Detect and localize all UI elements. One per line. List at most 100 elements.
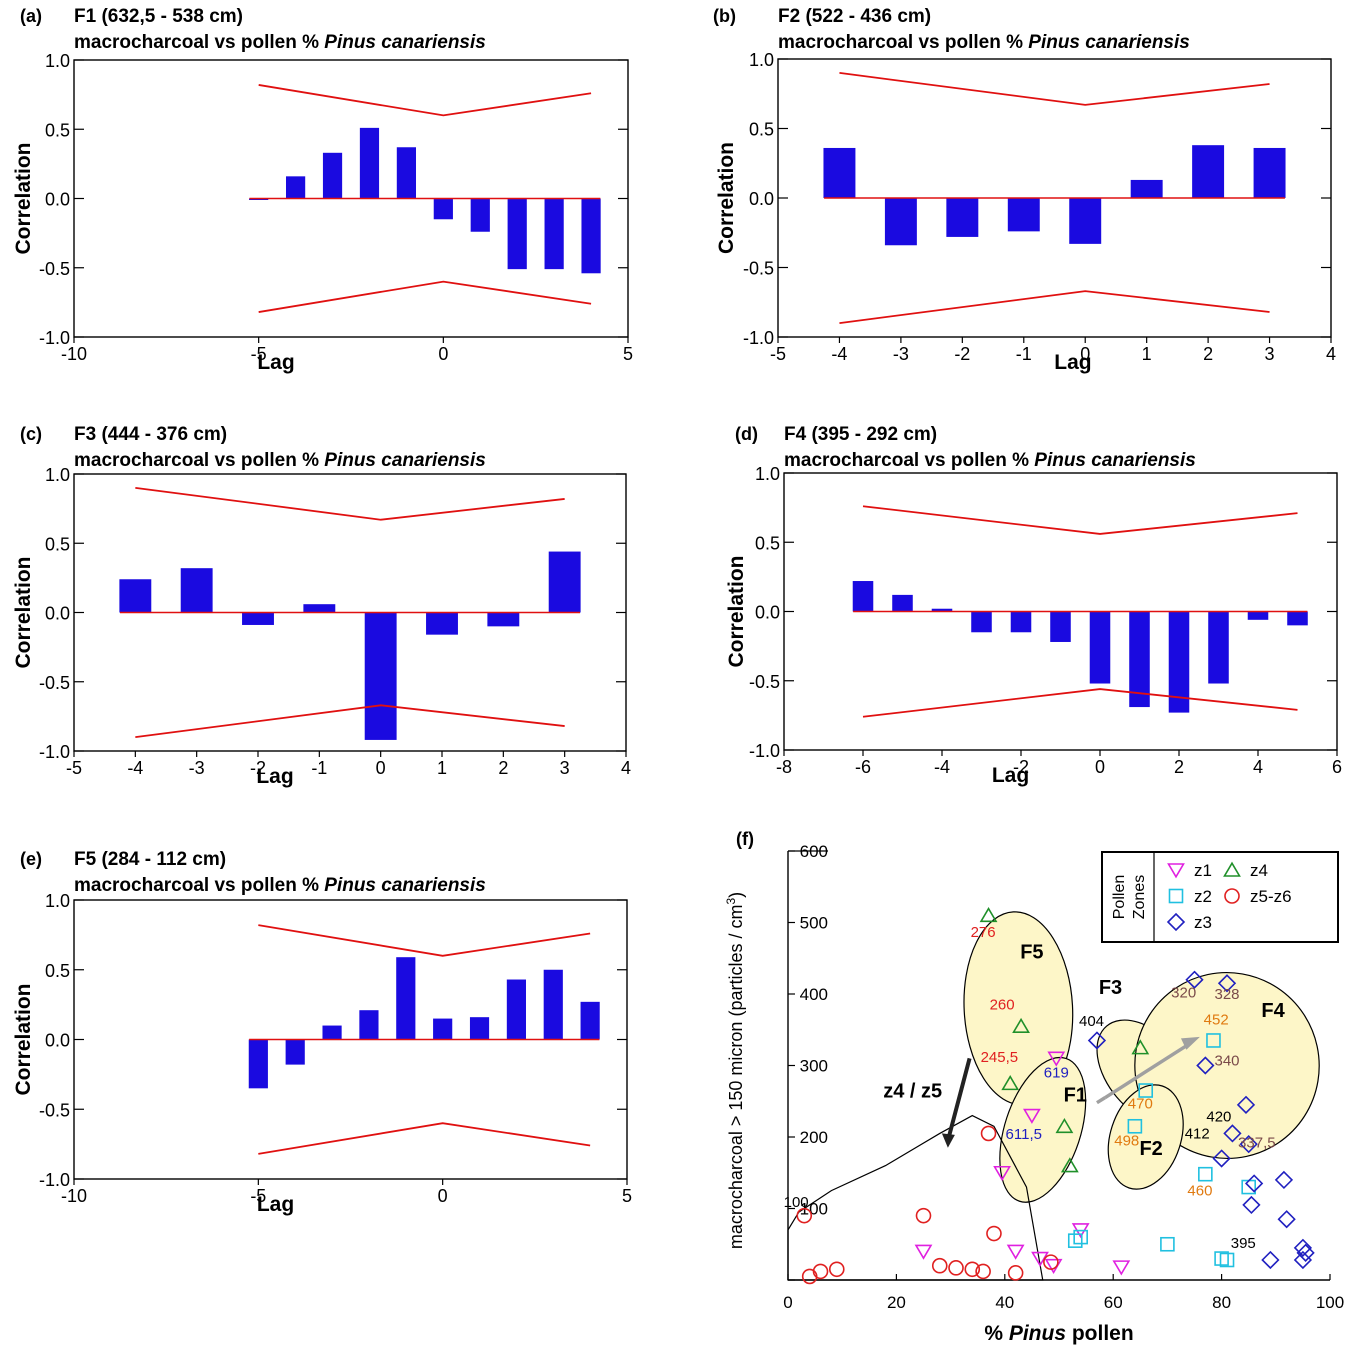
x-tick-label: 0 <box>438 1186 448 1206</box>
trend-arrow-head <box>941 1133 955 1148</box>
point-annotation: 460 <box>1187 1183 1212 1200</box>
subtitle-species: Pinus canariensis <box>1034 450 1196 471</box>
zone-label: F5 <box>1020 941 1043 963</box>
data-point-z1 <box>1047 1051 1066 1067</box>
x-tick-label: -10 <box>61 1186 87 1206</box>
bar <box>1247 611 1269 620</box>
bar <box>180 568 213 613</box>
y-tick-label: 0.0 <box>749 189 774 209</box>
x-tick-label: 0 <box>438 344 448 364</box>
zone-ellipse <box>1107 1084 1184 1190</box>
bar <box>426 612 458 635</box>
data-point-z5-z6 <box>980 1125 997 1142</box>
y-tick-label: 1.0 <box>45 891 70 911</box>
data-point-z5-z6 <box>931 1257 948 1274</box>
data-point-z2 <box>1219 1252 1235 1268</box>
y-tick-label: 0.0 <box>755 603 780 623</box>
data-point-z3 <box>1293 1238 1313 1257</box>
zone-label: F4 <box>1261 1000 1285 1022</box>
z4-z5-envelope <box>787 1114 1044 1281</box>
point-annotation: 337,5 <box>1238 1135 1276 1152</box>
y-tick-label: -0.5 <box>749 672 780 692</box>
point-annotation: 100 <box>784 1194 809 1211</box>
x-tick-label: -1 <box>311 758 327 778</box>
data-point-z4 <box>1001 1075 1020 1091</box>
x-axis-label-suffix: pollen <box>1066 1322 1134 1345</box>
x-tick-label: -5 <box>770 344 786 364</box>
data-point-z1 <box>1044 1258 1063 1275</box>
bar <box>946 198 979 237</box>
y-tick-label: 1.0 <box>45 51 70 71</box>
x-tick-label: -4 <box>934 757 950 777</box>
chart-subtitle: macrocharcoal vs pollen % Pinus canarien… <box>778 32 1190 53</box>
x-tick-label: -5 <box>66 758 82 778</box>
ci-lower-line <box>862 688 1298 718</box>
bar <box>548 551 581 613</box>
data-point-z2 <box>1067 1233 1083 1248</box>
bar <box>1129 611 1150 708</box>
x-tick-label: 5 <box>622 1186 632 1206</box>
bar <box>1253 147 1286 198</box>
data-point-z3 <box>1223 1124 1242 1143</box>
x-tick-label: -5 <box>250 1186 266 1206</box>
data-point-z5-z6 <box>986 1225 1002 1242</box>
y-tick-label: 0.5 <box>45 961 70 981</box>
x-axis-label: Lag <box>257 351 294 374</box>
chart-subtitle: macrocharcoal vs pollen % Pinus canarien… <box>74 32 486 53</box>
bar <box>507 198 527 270</box>
y-tick-label: -1.0 <box>749 741 780 761</box>
x-tick-label: 3 <box>1265 344 1275 364</box>
data-point-z5-z6 <box>1043 1254 1059 1270</box>
x-tick-label: -4 <box>127 758 143 778</box>
gray-arrow-head <box>1180 1036 1200 1050</box>
chart-title: F4 (395 - 292 cm) <box>784 424 937 445</box>
data-point-z3 <box>1087 1031 1107 1050</box>
legend-marker <box>1223 861 1241 877</box>
bar <box>892 594 913 612</box>
data-point-z3 <box>1196 1056 1215 1075</box>
subtitle-species: Pinus canariensis <box>1028 32 1190 53</box>
subtitle-species: Pinus canariensis <box>324 450 486 471</box>
bar <box>971 611 992 633</box>
x-tick-label: -8 <box>776 757 792 777</box>
data-point-z5-z6 <box>812 1263 829 1280</box>
data-point-z1 <box>993 1165 1011 1182</box>
bar <box>1089 611 1111 684</box>
bar <box>581 198 601 274</box>
y-tick-label: 0.0 <box>45 190 70 210</box>
legend-marker <box>1168 888 1184 904</box>
legend-box <box>1101 851 1339 943</box>
x-tick-label: -6 <box>855 757 871 777</box>
y-tick-label: 400 <box>800 985 828 1004</box>
data-point-z3 <box>1185 970 1204 989</box>
x-tick-label: 1 <box>437 758 447 778</box>
bar <box>1168 611 1190 713</box>
y-tick-label: 1.0 <box>749 50 774 70</box>
legend-entry-label: z4 <box>1250 861 1268 880</box>
bar <box>1069 198 1102 244</box>
y-tick-label: 0.5 <box>755 533 780 553</box>
x-tick-label: 4 <box>621 758 631 778</box>
data-point-z3 <box>1236 1095 1256 1114</box>
subtitle-prefix: macrocharcoal vs pollen % <box>784 450 1034 471</box>
bar <box>396 147 417 199</box>
data-point-z4 <box>1055 1117 1074 1134</box>
data-point-z3 <box>1277 1210 1296 1229</box>
y-tick-label: -0.5 <box>743 259 774 279</box>
panel-c-bar-chart: (c) F3 (444 - 376 cm) macrocharcoal vs pol… <box>12 424 631 788</box>
x-tick-label: 5 <box>623 344 633 364</box>
legend-entry-label: z3 <box>1194 913 1212 932</box>
bar <box>1050 611 1071 642</box>
x-tick-label: 3 <box>560 758 570 778</box>
point-annotation: 395 <box>1231 1235 1256 1252</box>
data-point-z3 <box>1244 1174 1264 1193</box>
panel-label: (b) <box>713 6 736 26</box>
bar <box>396 957 416 1040</box>
data-point-z5-z6 <box>964 1261 981 1278</box>
y-axis-label: macrocharcoal > 150 micron (particles / … <box>724 892 746 1249</box>
point-annotation: 260 <box>990 997 1015 1014</box>
zone-ellipse <box>999 1056 1087 1203</box>
x-axis-label-italic: Pinus <box>1009 1322 1066 1345</box>
data-point-z1 <box>914 1244 933 1260</box>
data-point-z3 <box>1296 1243 1315 1262</box>
